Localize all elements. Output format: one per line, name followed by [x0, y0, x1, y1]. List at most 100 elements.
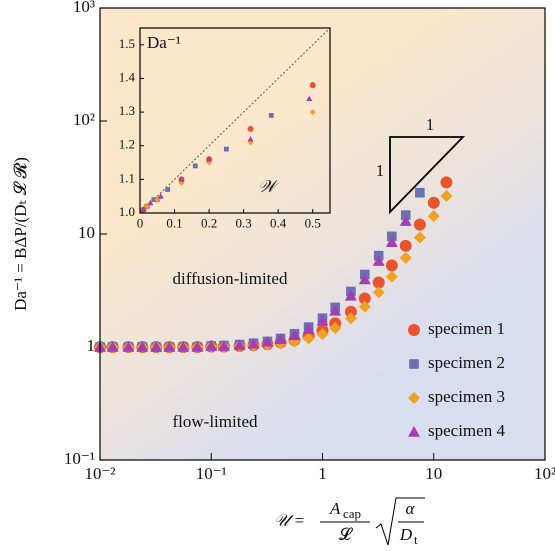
- legend-marker: [408, 324, 420, 336]
- y-tick-label: 1.3: [119, 103, 135, 118]
- point: [385, 259, 398, 272]
- y-tick-label: 10: [78, 223, 95, 242]
- point: [165, 187, 171, 192]
- legend-label: specimen 3: [428, 387, 505, 406]
- point: [309, 109, 316, 116]
- point: [400, 210, 411, 220]
- region-label: diffusion-limited: [173, 269, 288, 288]
- y-tick-label: 1.1: [119, 170, 135, 185]
- point: [147, 199, 154, 206]
- point: [329, 322, 342, 335]
- point: [427, 196, 440, 209]
- point: [427, 210, 440, 223]
- point: [306, 95, 313, 102]
- point: [274, 333, 287, 345]
- point: [316, 328, 329, 341]
- slope-label: 1: [426, 115, 435, 134]
- x-tick-label: 10⁻²: [84, 464, 115, 483]
- point: [163, 341, 176, 352]
- x-axis-label: A: [329, 499, 341, 518]
- point: [205, 340, 218, 351]
- x-axis-label: 𝒰 =: [274, 511, 305, 530]
- point: [358, 273, 371, 285]
- y-tick-label: 1.4: [119, 69, 136, 84]
- point: [309, 82, 316, 89]
- y-tick-label: 1.2: [119, 137, 135, 152]
- point: [385, 270, 398, 283]
- x-tick-label: 0.4: [270, 216, 287, 231]
- point: [413, 218, 426, 231]
- legend-marker: [408, 426, 420, 437]
- point: [372, 276, 385, 289]
- point: [372, 255, 385, 266]
- point: [344, 312, 357, 325]
- point: [192, 163, 198, 169]
- point: [440, 176, 453, 189]
- region-label: flow-limited: [173, 412, 258, 431]
- point: [177, 341, 190, 352]
- point: [316, 314, 329, 326]
- x-tick-label: 10: [425, 464, 442, 483]
- x-tick-label: 0.3: [236, 216, 252, 231]
- x-tick-label: 0.1: [166, 216, 182, 231]
- point: [247, 125, 254, 132]
- point: [440, 189, 453, 202]
- legend-label: specimen 4: [428, 421, 505, 440]
- inset-x-label: 𝒲: [258, 177, 280, 196]
- point: [217, 340, 230, 351]
- point: [151, 197, 157, 202]
- y-tick-label: 10³: [73, 0, 95, 16]
- point: [140, 206, 147, 213]
- x-axis-label: t: [414, 532, 418, 547]
- point: [233, 339, 246, 350]
- y-tick-label: 1.5: [119, 36, 135, 51]
- point: [178, 176, 185, 182]
- point: [247, 136, 254, 142]
- point: [302, 323, 315, 334]
- point: [268, 113, 274, 118]
- x-tick-label: 0: [137, 216, 144, 231]
- x-axis-label: cap: [343, 506, 361, 521]
- point: [157, 193, 164, 199]
- x-axis-label: D: [399, 525, 413, 544]
- point: [206, 156, 213, 162]
- y-tick-label: 1: [87, 336, 96, 355]
- point: [261, 335, 274, 347]
- point: [358, 292, 371, 305]
- plot-frame: [99, 7, 546, 461]
- y-tick-label: 1.0: [119, 204, 135, 219]
- x-tick-label: 10²: [534, 464, 555, 483]
- point: [344, 305, 357, 318]
- y-tick-label: 10⁻¹: [64, 449, 95, 468]
- y-axis-label: Da⁻¹ = BΔP/(Dₜ 𝓛 𝓡): [11, 157, 30, 311]
- point: [358, 300, 371, 313]
- point: [385, 236, 398, 247]
- x-tick-label: 1: [318, 464, 327, 483]
- legend-label: specimen 2: [428, 353, 505, 372]
- point: [399, 239, 412, 252]
- legend-marker: [408, 392, 420, 404]
- point: [136, 341, 149, 352]
- x-tick-label: 10⁻¹: [196, 464, 227, 483]
- point: [372, 286, 385, 299]
- x-axis-label: α: [406, 499, 416, 518]
- inset-y-label: Da⁻¹: [147, 33, 181, 52]
- slope-triangle: [389, 136, 466, 215]
- x-tick-label: 0.5: [305, 216, 321, 231]
- point: [329, 304, 342, 316]
- plot-background: [100, 8, 545, 460]
- point: [344, 289, 357, 301]
- x-tick-label: 0.2: [201, 216, 217, 231]
- x-axis-label: 𝓛: [339, 525, 354, 544]
- point: [122, 341, 135, 352]
- sqrt-sign: [375, 497, 425, 546]
- plot-frame: [139, 27, 331, 214]
- y-tick-label: 10²: [73, 110, 95, 129]
- legend-label: specimen 1: [428, 319, 505, 338]
- reference-line: [139, 27, 331, 214]
- point: [288, 329, 301, 341]
- point: [399, 251, 412, 264]
- point: [415, 187, 425, 198]
- point: [191, 341, 204, 352]
